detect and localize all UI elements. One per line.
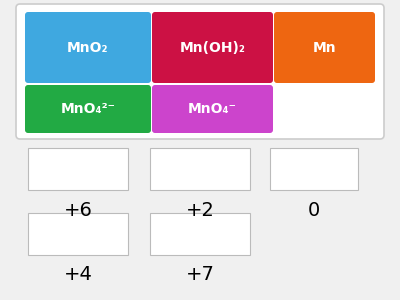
Text: Mn(OH)₂: Mn(OH)₂: [180, 40, 246, 55]
FancyBboxPatch shape: [150, 148, 250, 190]
Text: +2: +2: [186, 200, 214, 220]
FancyBboxPatch shape: [25, 12, 151, 83]
FancyBboxPatch shape: [274, 12, 375, 83]
FancyBboxPatch shape: [28, 213, 128, 255]
FancyBboxPatch shape: [150, 213, 250, 255]
FancyBboxPatch shape: [28, 148, 128, 190]
Text: MnO₂: MnO₂: [67, 40, 109, 55]
Text: +6: +6: [64, 200, 92, 220]
Text: MnO₄⁻: MnO₄⁻: [188, 102, 237, 116]
FancyBboxPatch shape: [152, 12, 273, 83]
FancyBboxPatch shape: [16, 4, 384, 139]
Text: +7: +7: [186, 266, 214, 284]
Text: Mn: Mn: [313, 40, 336, 55]
Text: 0: 0: [308, 200, 320, 220]
Text: +4: +4: [64, 266, 92, 284]
FancyBboxPatch shape: [152, 85, 273, 133]
FancyBboxPatch shape: [25, 85, 151, 133]
Text: MnO₄²⁻: MnO₄²⁻: [60, 102, 116, 116]
FancyBboxPatch shape: [270, 148, 358, 190]
